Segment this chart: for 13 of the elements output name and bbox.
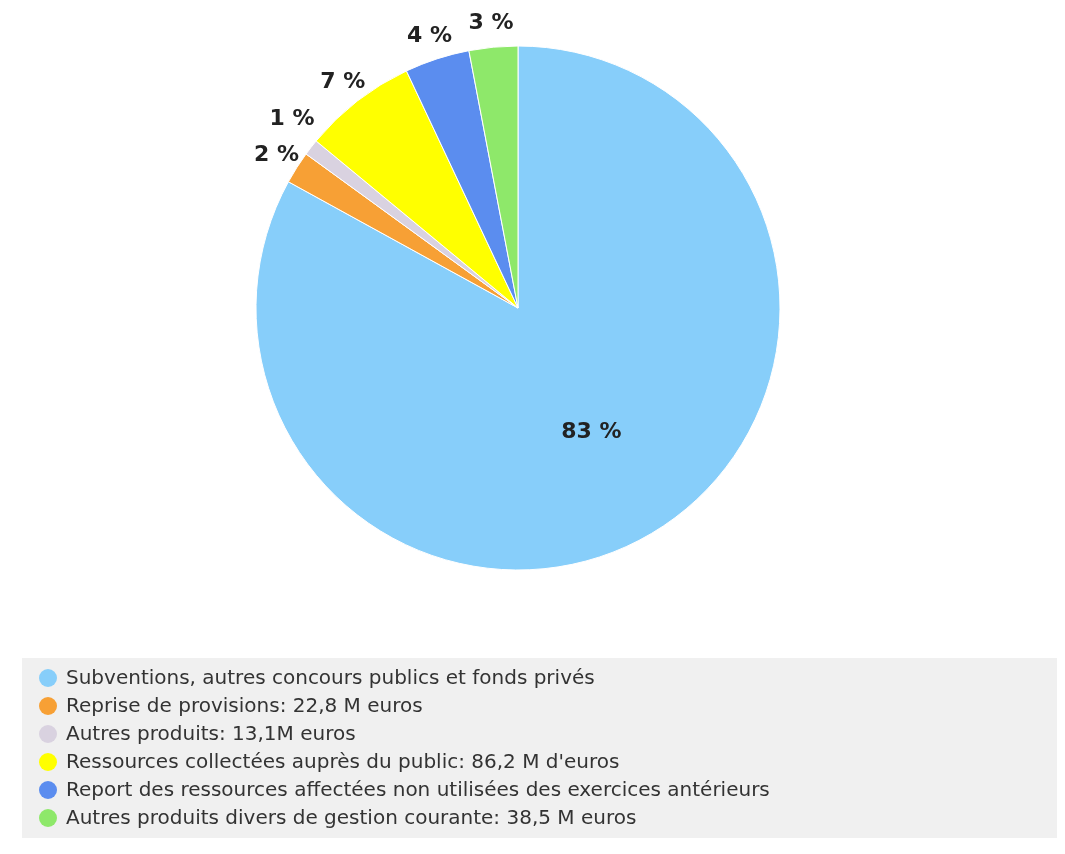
legend-label: Ressources collectées auprès du public: 86,2 M d'euros [66, 748, 620, 773]
legend-label: Report des ressources affectées non utilisées des exercices antérieurs [66, 776, 770, 801]
legend-label: Autres produits divers de gestion courante: 38,5 M euros [66, 804, 637, 829]
legend-label: Subventions, autres concours publics et fonds privés [66, 664, 595, 689]
legend-label: Autres produits: 13,1M euros [66, 720, 356, 745]
data-label: 2 % [254, 140, 300, 166]
data-label: 1 % [269, 104, 315, 130]
pie-slice [255, 45, 781, 571]
data-label: 3 % [468, 9, 514, 35]
data-label: 4 % [407, 22, 453, 47]
data-label: 7 % [320, 68, 366, 94]
data-label: 83 % [561, 418, 622, 444]
legend-label: Reprise de provisions: 22,8 M euros [66, 692, 423, 717]
